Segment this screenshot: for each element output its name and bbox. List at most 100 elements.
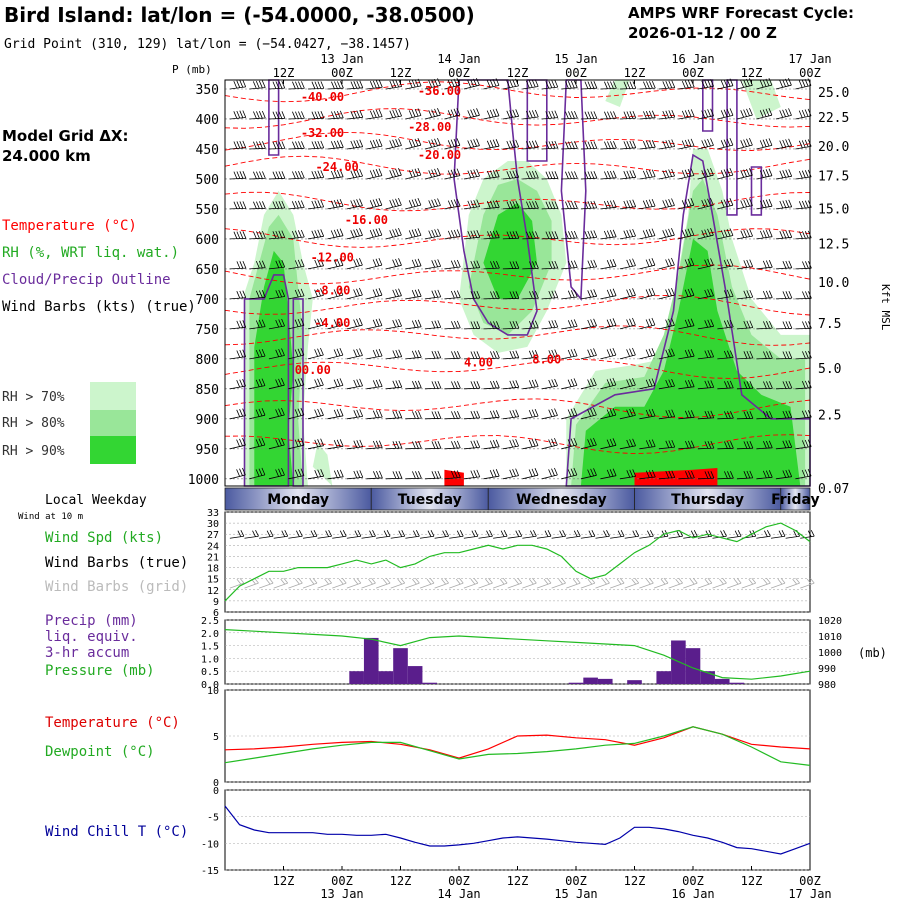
wind-barb <box>717 258 734 270</box>
windchill-tick-label: -5 <box>207 813 219 824</box>
rh70-region <box>605 80 630 107</box>
wind-barb <box>697 380 715 390</box>
wind-barb <box>756 229 773 240</box>
wind-barb <box>288 170 305 180</box>
wind-barb <box>229 320 247 330</box>
wind-barb <box>483 469 500 480</box>
wind-barb <box>600 318 617 330</box>
weekday-label: Tuesday <box>398 492 462 508</box>
wind-barb <box>639 317 656 330</box>
wind-barb <box>385 288 402 300</box>
wind-barb <box>444 320 461 330</box>
wind-barb <box>405 228 422 240</box>
temperature-contour-label: -4.00 <box>314 316 350 330</box>
wind-barb <box>307 111 325 120</box>
wind-barb-true <box>434 530 449 539</box>
windchill-tick-label: -10 <box>201 839 219 850</box>
wind-barb <box>463 230 481 240</box>
wind-barb <box>366 168 383 180</box>
surface-red-area <box>634 468 718 486</box>
wind-barb <box>346 318 363 330</box>
wind-barb <box>541 290 559 300</box>
wind-barb <box>639 258 656 270</box>
rh80-swatch <box>90 410 136 436</box>
wind-barb <box>717 228 734 240</box>
wind-barb <box>424 228 441 240</box>
wind-barb <box>756 351 773 360</box>
wind-barb <box>483 350 500 360</box>
temperature-contour-label: 00.00 <box>295 363 331 377</box>
wind-barb-grid <box>492 577 508 589</box>
wind-barb <box>249 171 266 180</box>
wind-barb <box>268 348 285 360</box>
pressure-ticks-right: 102010101000990980Pressure (mb)(mb) <box>818 616 887 691</box>
wind-barb <box>541 110 559 120</box>
temperature-contour <box>224 191 811 212</box>
precip-bar <box>568 682 584 684</box>
wind-barb <box>600 468 617 480</box>
wind-barb <box>327 110 344 120</box>
wind-barb <box>288 468 305 480</box>
wind-barb <box>639 110 656 120</box>
wind-barb <box>658 109 676 120</box>
wind-barb <box>756 168 773 180</box>
wind-barb <box>541 79 559 90</box>
pressure-tick-label-right: 1020 <box>818 616 842 627</box>
wind-barb <box>463 469 481 480</box>
wind-barb-grid <box>478 577 493 589</box>
wind-barb <box>717 289 734 300</box>
wind-barb <box>327 439 344 450</box>
wind-barb <box>405 289 422 300</box>
wind-barb <box>268 200 286 210</box>
wind-barb <box>522 468 539 480</box>
height-ticks: 25.0 22.5 20.0 17.5 15.0 12.5 10.0 7.5 5.0 2.5 0.0… <box>818 86 849 497</box>
temperature-contour-label: -32.00 <box>301 126 344 140</box>
wind-barb <box>288 318 305 330</box>
top-hour-label: 12Z <box>507 66 529 80</box>
wind-at-10m-label: Wind at 10 m <box>18 512 83 522</box>
wind-barb <box>639 228 656 240</box>
wind-barb <box>678 410 695 420</box>
wind-barb <box>424 78 441 90</box>
wind-barb <box>678 318 695 330</box>
wind-speed-line <box>224 522 811 602</box>
wind-barb <box>697 168 714 180</box>
height-tick-label: 7.5 <box>818 317 841 332</box>
wind-barb <box>424 411 442 420</box>
wind-barb <box>658 470 676 480</box>
precip-pressure-panel: 2.52.01.51.00.50.0 102010101000990980Pre… <box>201 616 887 691</box>
bottom-hour-label: 12Z <box>273 874 295 888</box>
weekday-cell <box>780 487 811 511</box>
wind-barb <box>327 258 344 270</box>
wind-barb-grid <box>756 577 771 589</box>
wind-barb <box>405 78 422 90</box>
wind-barb <box>678 227 695 240</box>
wind-barb <box>424 289 442 300</box>
rh90-swatch <box>90 436 136 464</box>
precip-bar <box>627 680 642 684</box>
wind-barb <box>463 168 480 180</box>
rh90-region <box>580 238 801 486</box>
wind-barb <box>424 380 442 390</box>
windchill-panel: 0 -5 -10 -15 <box>201 786 811 877</box>
wind-barb <box>639 439 656 450</box>
pressure-tick-label: 650 <box>196 263 219 278</box>
cloud-outline-segment <box>243 274 290 487</box>
wind-barb <box>658 257 675 270</box>
wind-barbs-grid-label: Wind Barbs (grid) <box>45 579 188 595</box>
precip-bars <box>349 637 745 684</box>
temp-lines <box>224 726 811 766</box>
wind-barb <box>775 380 793 390</box>
wind-barb <box>444 107 461 120</box>
wind-barb <box>561 80 578 90</box>
wind-barb <box>658 228 675 240</box>
wind-barb <box>580 289 598 300</box>
wind-barb <box>541 349 559 360</box>
windchill-panel-frame <box>224 789 811 871</box>
wind-barb <box>756 470 773 480</box>
wind-barb-grid <box>668 577 683 589</box>
local-weekday-label: Local Weekday <box>45 493 147 508</box>
temperature-contour-label: -28.00 <box>408 120 451 134</box>
wind-barb <box>561 110 578 120</box>
